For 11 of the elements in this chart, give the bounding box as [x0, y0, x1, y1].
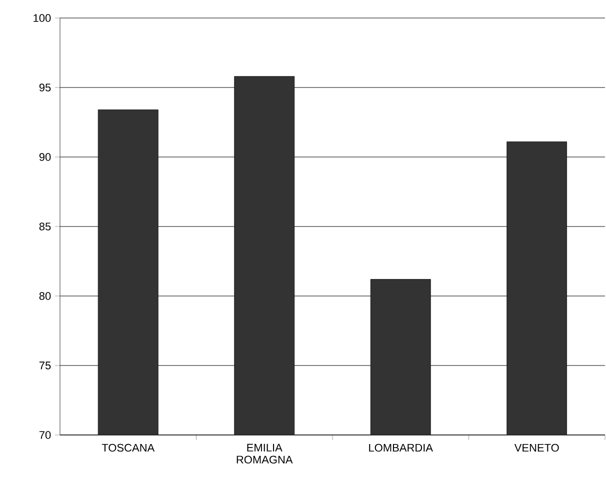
x-tick-label: VENETO [514, 444, 559, 452]
y-tick-label: 100 [34, 14, 51, 22]
x-tick-label: LOMBARDIA [369, 444, 433, 452]
x-tick-label: TOSCANA [102, 444, 155, 452]
y-tick-label: 85 [39, 222, 51, 230]
y-tick-label: 75 [39, 362, 51, 370]
x-tick-label: EMILIA ROMAGNA [236, 444, 293, 464]
y-tick-label: 80 [39, 292, 51, 300]
y-tick-label: 70 [39, 431, 51, 439]
y-tick-label: 95 [39, 84, 51, 92]
y-tick-label: 90 [39, 153, 51, 161]
